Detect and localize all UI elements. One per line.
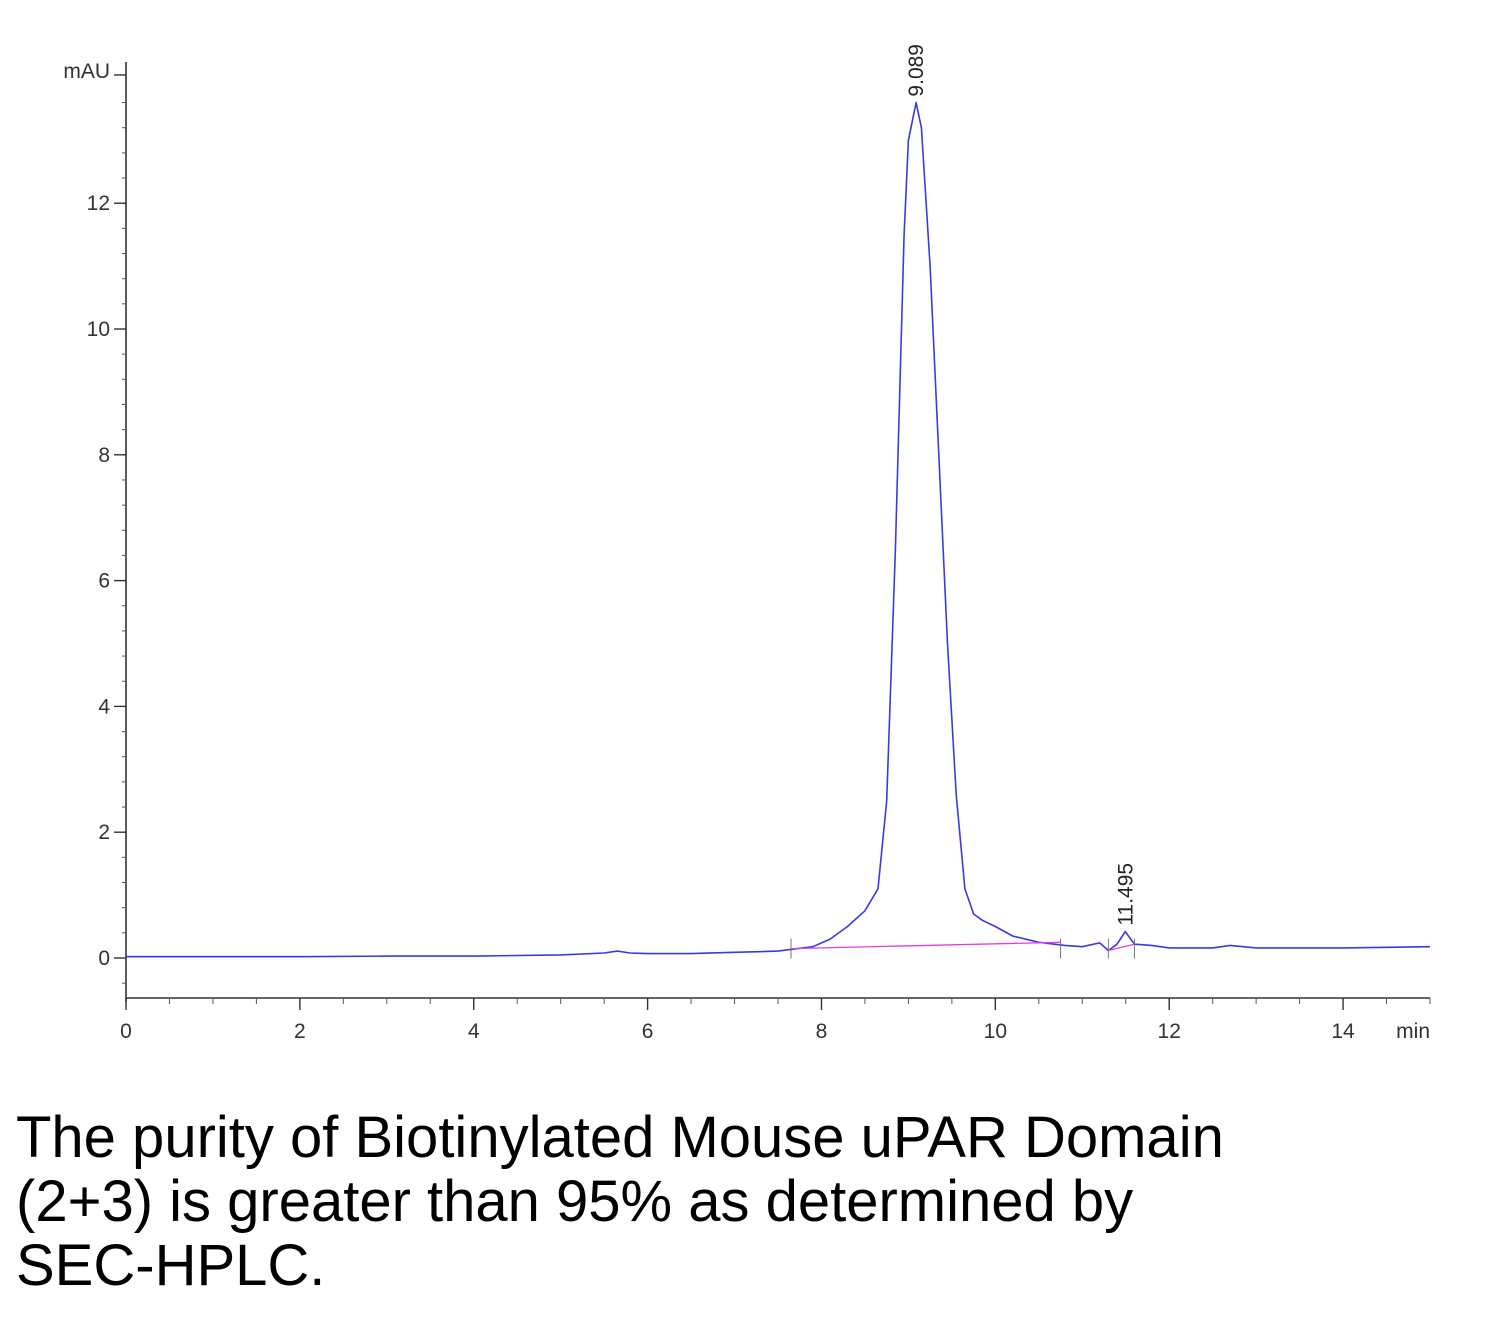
x-tick-label: 8 — [816, 1020, 828, 1043]
figure-caption: The purity of Biotinylated Mouse uPAR Do… — [16, 1105, 1224, 1298]
peak-label: 9.089 — [905, 44, 928, 97]
y-tick-label: 4 — [98, 695, 110, 718]
baseline-segment — [790, 941, 1061, 950]
x-tick-label: 10 — [984, 1020, 1007, 1043]
x-axis-unit-label: min — [1396, 1020, 1430, 1043]
y-axis-unit-label: mAU — [63, 60, 110, 83]
x-tick-label: 0 — [120, 1020, 132, 1043]
chromatogram-chart: 0 2 4 6 8 10 12 mAU 0 2 4 6 8 10 12 14 min 9.089 11.495 — [63, 44, 1431, 1043]
y-tick-label: 0 — [98, 947, 110, 970]
x-tick-label: 2 — [294, 1020, 306, 1043]
y-tick-label: 12 — [87, 192, 110, 215]
y-tick-label: 2 — [98, 821, 110, 844]
chart-series — [126, 101, 1431, 959]
x-tick-label: 6 — [642, 1020, 654, 1043]
x-tick-label: 4 — [468, 1020, 480, 1043]
chromatogram-trace — [126, 101, 1431, 958]
y-tick-label: 8 — [98, 444, 110, 467]
y-tick-label: 10 — [87, 318, 110, 341]
peak-label: 11.495 — [1114, 863, 1137, 926]
x-tick-label: 14 — [1331, 1020, 1355, 1043]
y-tick-label: 6 — [98, 570, 110, 593]
x-tick-label: 12 — [1158, 1020, 1181, 1043]
chart-axes: 0 2 4 6 8 10 12 mAU 0 2 4 6 8 10 12 14 min — [63, 60, 1431, 1043]
chart-labels: 9.089 11.495 — [905, 44, 1137, 926]
baseline-segment — [1108, 943, 1135, 952]
